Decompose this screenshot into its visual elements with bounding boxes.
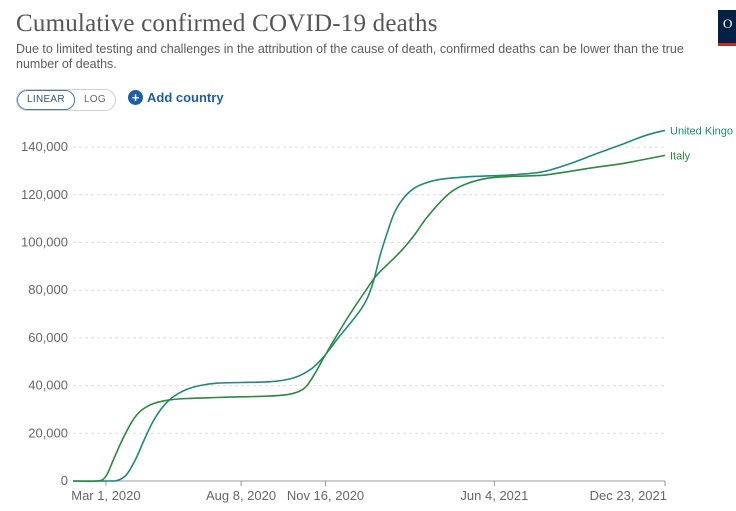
add-country-label: Add country <box>147 90 224 105</box>
y-tick-label: 140,000 <box>21 139 68 154</box>
y-tick-label: 60,000 <box>28 330 68 345</box>
chart-title: Cumulative confirmed COVID-19 deaths <box>16 10 438 37</box>
x-tick-label: Nov 16, 2020 <box>287 488 364 503</box>
x-tick-label: Jun 4, 2021 <box>460 488 528 503</box>
y-tick-label: 0 <box>61 473 68 488</box>
y-tick-label: 40,000 <box>28 378 68 393</box>
x-tick-label: Mar 1, 2020 <box>71 488 140 503</box>
series-label-united-kingdom[interactable]: United Kingo <box>670 125 733 137</box>
x-tick-label: Aug 8, 2020 <box>206 488 276 503</box>
logo-text: O <box>723 16 733 31</box>
y-tick-label: 20,000 <box>28 425 68 440</box>
add-country-button[interactable]: + Add country <box>128 90 224 105</box>
series-lines <box>72 129 666 483</box>
chart-subtitle: Due to limited testing and challenges in… <box>16 42 684 71</box>
series-labels: United Kingo Italy <box>670 125 733 162</box>
y-tick-label: 100,000 <box>21 234 68 249</box>
scale-toggle[interactable]: LINEAR LOG <box>16 89 116 111</box>
plus-circle-icon: + <box>128 90 143 105</box>
y-tick-label: 120,000 <box>21 187 68 202</box>
linear-scale-button[interactable]: LINEAR <box>17 90 75 110</box>
grid-lines <box>73 146 665 482</box>
owid-logo[interactable]: O <box>718 10 736 46</box>
series-line-united-kingdom[interactable] <box>72 129 666 482</box>
y-axis-ticks: 0 20,000 40,000 60,000 80,000 100,000 120,000 1… <box>21 139 68 488</box>
series-label-italy[interactable]: Italy <box>670 150 691 162</box>
y-tick-label: 80,000 <box>28 282 68 297</box>
log-scale-button[interactable]: LOG <box>83 94 106 105</box>
series-line-italy[interactable] <box>72 154 666 483</box>
x-tick-label: Dec 23, 2021 <box>590 488 667 503</box>
x-axis-ticks: Mar 1, 2020 Aug 8, 2020 Nov 16, 2020 Jun 4,… <box>71 481 667 503</box>
